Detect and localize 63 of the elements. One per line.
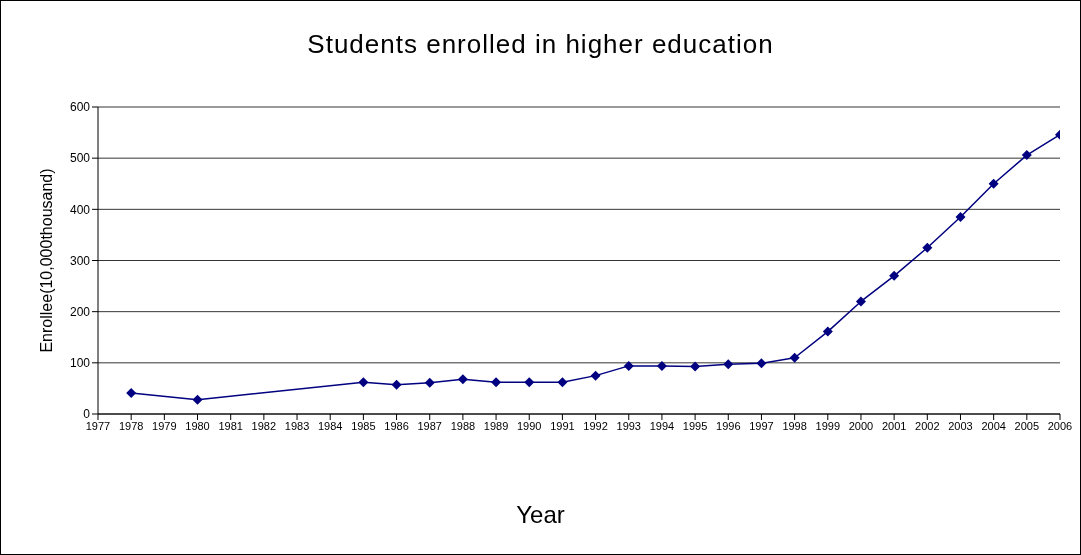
x-axis-title: Year	[515, 501, 566, 529]
x-tick-label: 1995	[682, 419, 708, 432]
point	[723, 359, 734, 370]
x-tick-label: 1988	[450, 419, 476, 432]
point	[789, 352, 800, 363]
y-tick-label: 100	[69, 356, 91, 371]
point	[955, 212, 966, 223]
point	[1021, 150, 1032, 161]
x-tick-label: 1980	[185, 419, 210, 432]
point	[690, 361, 701, 372]
x-tick-label: 2003	[948, 419, 973, 432]
point	[126, 388, 137, 399]
y-tick-label: 400	[69, 202, 91, 217]
point	[855, 296, 866, 307]
point	[590, 370, 601, 381]
x-tick-label: 1994	[649, 419, 675, 432]
point	[192, 394, 203, 405]
x-tick-label: 1990	[517, 419, 542, 432]
x-tick-label: 1985	[351, 419, 376, 432]
x-tick-label: 1979	[152, 419, 177, 432]
x-tick-label: 1998	[782, 419, 807, 432]
point	[889, 270, 900, 281]
point	[623, 360, 634, 371]
x-tick-label: 1984	[317, 419, 343, 432]
x-tick-label: 1996	[716, 419, 741, 432]
point	[524, 377, 535, 388]
x-tick-label: 1977	[85, 419, 111, 432]
x-tick-label: 1978	[118, 419, 144, 432]
point	[491, 377, 502, 388]
x-tick-label: 1983	[284, 419, 310, 432]
x-tick-label: 1993	[616, 419, 641, 432]
point	[358, 377, 369, 388]
x-tick-label: 1997	[749, 419, 774, 432]
y-axis-title: Enrollee(10,000thousand)	[37, 168, 55, 353]
x-tick-label: 2005	[1014, 419, 1040, 432]
y-tick-label: 200	[69, 304, 91, 319]
y-tick-label: 600	[69, 100, 91, 115]
point	[391, 379, 402, 390]
x-tick-label: 2002	[915, 419, 940, 432]
x-tick-label: 1992	[583, 419, 608, 432]
x-tick-label: 1986	[384, 419, 409, 432]
y-tick-label: 0	[83, 407, 91, 422]
y-tick-label: 500	[69, 151, 91, 166]
x-tick-label: 1987	[417, 419, 442, 432]
point	[557, 377, 568, 388]
point	[457, 374, 468, 385]
y-tick-label: 300	[69, 253, 91, 268]
point	[756, 358, 767, 369]
point	[656, 360, 667, 371]
x-tick-label: 1982	[251, 419, 277, 432]
x-tick-label: 2004	[981, 419, 1006, 432]
x-tick-label: 2006	[1047, 419, 1073, 432]
point	[922, 242, 933, 253]
chart-title: Students enrolled in higher education	[306, 29, 775, 60]
x-tick-label: 2001	[881, 419, 907, 432]
point	[424, 377, 435, 388]
point	[988, 178, 999, 189]
x-tick-label: 1981	[218, 419, 243, 432]
point	[822, 326, 833, 337]
x-tick-label: 2000	[848, 419, 874, 432]
x-tick-label: 1989	[483, 419, 509, 432]
x-tick-label: 1991	[550, 419, 575, 432]
x-tick-label: 1999	[815, 419, 841, 432]
